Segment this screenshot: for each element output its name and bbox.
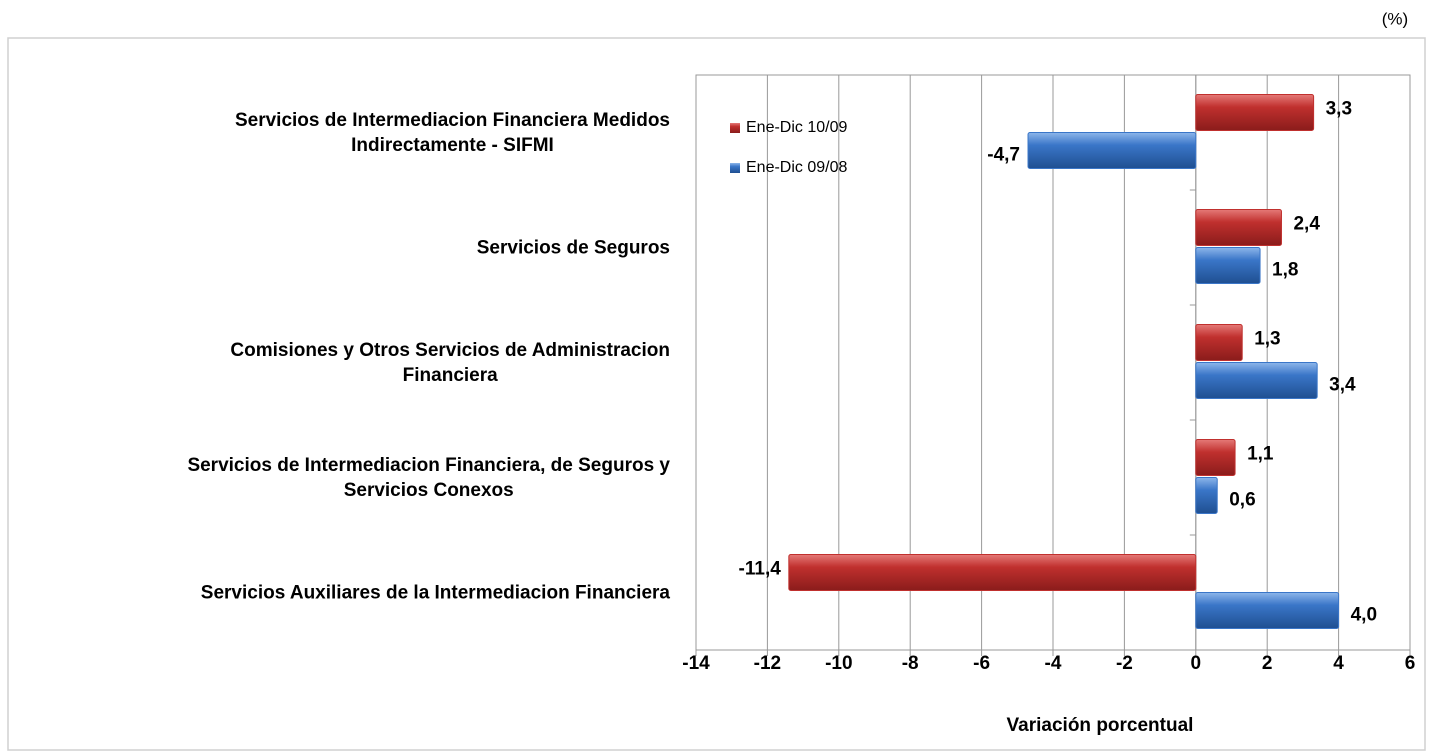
y-tick-label: Servicios Auxiliares de la Intermediacio… — [201, 580, 670, 605]
x-axis-label: Variación porcentual — [1007, 715, 1194, 736]
x-tick-label: -12 — [754, 653, 781, 674]
x-tick-label: 6 — [1405, 653, 1416, 674]
unit-note: (%) — [1382, 9, 1408, 28]
data-label: 1,8 — [1272, 260, 1298, 281]
x-tick-label: 4 — [1333, 653, 1344, 674]
x-tick-label: -2 — [1116, 653, 1133, 674]
frame — [7, 37, 1426, 751]
x-tick-label: -6 — [973, 653, 990, 674]
bar — [1195, 439, 1236, 476]
y-tick-label-line: Servicios Conexos — [343, 479, 514, 501]
data-label: 3,3 — [1326, 99, 1352, 120]
bar — [1195, 324, 1243, 361]
legend-swatch — [730, 123, 740, 133]
bar — [1027, 132, 1197, 169]
bar — [1195, 209, 1282, 246]
data-label: 1,3 — [1254, 329, 1280, 350]
y-tick-label: Servicios de Intermediacion Financiera M… — [235, 108, 670, 158]
x-tick-label: -4 — [1045, 653, 1062, 674]
legend-label: Ene-Dic 10/09 — [746, 119, 847, 136]
y-tick-label-line: Servicios de Seguros — [476, 237, 670, 258]
bar — [1195, 592, 1340, 629]
bar — [1195, 362, 1318, 399]
bar — [1195, 477, 1218, 514]
data-label: 3,4 — [1329, 375, 1356, 396]
bar — [788, 554, 1197, 591]
y-tick-label-line: Indirectamente - SIFMI — [351, 134, 554, 156]
bar — [1195, 247, 1261, 284]
legend-swatch — [730, 163, 740, 173]
x-tick-label: 2 — [1262, 653, 1273, 674]
bar — [1195, 94, 1315, 131]
x-tick-label: 0 — [1191, 653, 1202, 674]
data-label: 0,6 — [1229, 490, 1255, 511]
data-label: -11,4 — [739, 559, 782, 580]
data-label: 4,0 — [1351, 605, 1377, 626]
y-tick-label: Servicios de Seguros — [477, 235, 670, 260]
y-tick-label: Comisiones y Otros Servicios de Administ… — [230, 338, 670, 388]
legend-label: Ene-Dic 09/08 — [746, 159, 847, 176]
x-tick-label: -14 — [682, 653, 710, 674]
data-label: 2,4 — [1293, 214, 1320, 235]
y-tick-label-line: Financiera — [402, 364, 498, 386]
y-tick-label: Servicios de Intermediacion Financiera, … — [187, 453, 670, 503]
y-tick-label-line: Servicios de Intermediacion Financiera, … — [187, 454, 670, 476]
y-tick-label-line: Servicios Auxiliares de la Intermediacio… — [200, 582, 670, 603]
x-tick-label: -10 — [825, 653, 852, 674]
y-tick-label-line: Comisiones y Otros Servicios de Administ… — [230, 339, 670, 361]
data-label: 1,1 — [1247, 444, 1274, 465]
y-tick-label-line: Servicios de Intermediacion Financiera M… — [234, 109, 670, 131]
data-label: -4,7 — [987, 145, 1020, 166]
x-tick-label: -8 — [902, 653, 919, 674]
